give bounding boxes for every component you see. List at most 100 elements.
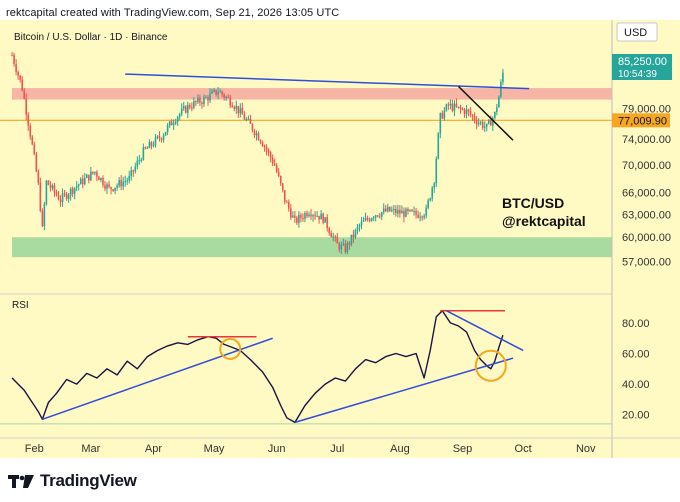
candle-body <box>118 180 120 186</box>
candle-body <box>298 214 300 223</box>
chart-svg[interactable]: Bitcoin / U.S. Dollar · 1D · Binance BTC… <box>0 20 680 458</box>
candle-body <box>104 185 106 189</box>
footer: TradingView <box>8 470 137 492</box>
candle-body <box>73 187 76 194</box>
currency-button[interactable]: USD <box>616 22 658 42</box>
rsi-support-trendline-2[interactable] <box>294 357 514 424</box>
candle-body <box>380 212 383 217</box>
candle-body <box>417 214 419 218</box>
candle-body <box>407 208 409 211</box>
candle-body <box>132 170 135 172</box>
rsi-label: RSI <box>12 300 29 311</box>
candle-body <box>269 152 272 158</box>
time-tick-label: Mar <box>81 443 100 455</box>
candle-body <box>225 96 227 98</box>
current-price-value: 85,250.00 <box>618 56 667 68</box>
price-axis-panel <box>612 20 680 458</box>
candle-body <box>201 102 203 104</box>
candle-body <box>439 112 442 134</box>
candle-body <box>285 201 288 203</box>
candle-body <box>172 123 175 126</box>
candle-body <box>75 185 78 188</box>
chart-area[interactable]: Bitcoin / U.S. Dollar · 1D · Binance BTC… <box>0 20 680 458</box>
candle-body <box>83 177 86 185</box>
candle-body <box>259 140 262 143</box>
price-tick-label: 57,000.00 <box>622 256 671 268</box>
candle-body <box>389 206 391 212</box>
candle-body <box>106 184 108 189</box>
candle-body <box>314 215 316 217</box>
candle-body <box>443 110 446 119</box>
rsi-highlight-circle <box>219 337 242 360</box>
candle-body <box>241 108 244 115</box>
candle-body <box>395 208 397 214</box>
candle-body <box>55 192 58 196</box>
candle-body <box>215 89 217 95</box>
candle-body <box>294 215 296 218</box>
candle-body <box>138 159 141 161</box>
candle-body <box>310 214 312 217</box>
downtrend-line[interactable] <box>457 85 514 141</box>
candle-body <box>288 201 290 209</box>
time-tick-label: Oct <box>515 443 532 455</box>
price-tick-label: 66,000.00 <box>622 188 671 200</box>
candle-body <box>57 195 60 200</box>
candle-body <box>174 121 177 124</box>
candle-body <box>33 144 36 154</box>
candle-body <box>320 213 322 220</box>
currency-button-bg[interactable] <box>616 22 658 42</box>
rsi-pane[interactable]: RSI <box>0 300 612 425</box>
candle-body <box>492 117 494 126</box>
candle-body <box>370 218 373 221</box>
candle-body <box>37 171 40 184</box>
candle-body <box>122 181 124 187</box>
candle-body <box>445 104 448 111</box>
candle-body <box>45 180 48 205</box>
rsi-support-trendline-1[interactable] <box>42 337 273 421</box>
candle-body <box>249 118 252 124</box>
candle-body <box>251 123 254 131</box>
candle-body <box>199 97 201 103</box>
candle-body <box>247 118 250 120</box>
candle-body <box>209 93 211 101</box>
candle-body <box>457 106 460 108</box>
candle-body <box>415 210 417 215</box>
candle-body <box>223 94 225 98</box>
candle-body <box>338 243 341 250</box>
candle-body <box>352 234 355 238</box>
candle-body <box>479 122 482 124</box>
annotation-pair: BTC/USD <box>502 195 564 211</box>
candle-body <box>17 72 19 76</box>
candle-body <box>391 210 393 212</box>
rsi-down-trendline[interactable] <box>446 310 524 352</box>
candle-body <box>441 112 444 119</box>
resistance-trendline[interactable] <box>125 73 530 90</box>
candle-body <box>126 180 128 182</box>
candle-body <box>176 117 179 122</box>
price-pane[interactable]: Bitcoin / U.S. Dollar · 1D · Binance BTC… <box>0 32 612 258</box>
candle-body <box>261 142 264 147</box>
candle-body <box>463 109 466 115</box>
candle-body <box>88 174 90 181</box>
rsi-line[interactable] <box>11 310 504 424</box>
candle-body <box>481 122 484 128</box>
candle-body <box>300 214 302 218</box>
candle-body <box>27 114 30 126</box>
candle-body <box>316 215 318 217</box>
candle-body <box>273 163 276 166</box>
tradingview-brand: TradingView <box>40 471 137 490</box>
candle-body <box>112 189 114 191</box>
candle-body <box>77 184 80 186</box>
candle-body <box>90 171 92 181</box>
candle-body <box>364 218 367 221</box>
candle-body <box>304 213 306 219</box>
candle-body <box>312 215 314 217</box>
candle-body <box>399 209 401 214</box>
candle-body <box>409 209 411 211</box>
candle-body <box>81 178 84 185</box>
candle-body <box>302 217 304 219</box>
candle-body <box>356 227 359 230</box>
candle-body <box>502 72 504 83</box>
candle-body <box>187 105 189 113</box>
